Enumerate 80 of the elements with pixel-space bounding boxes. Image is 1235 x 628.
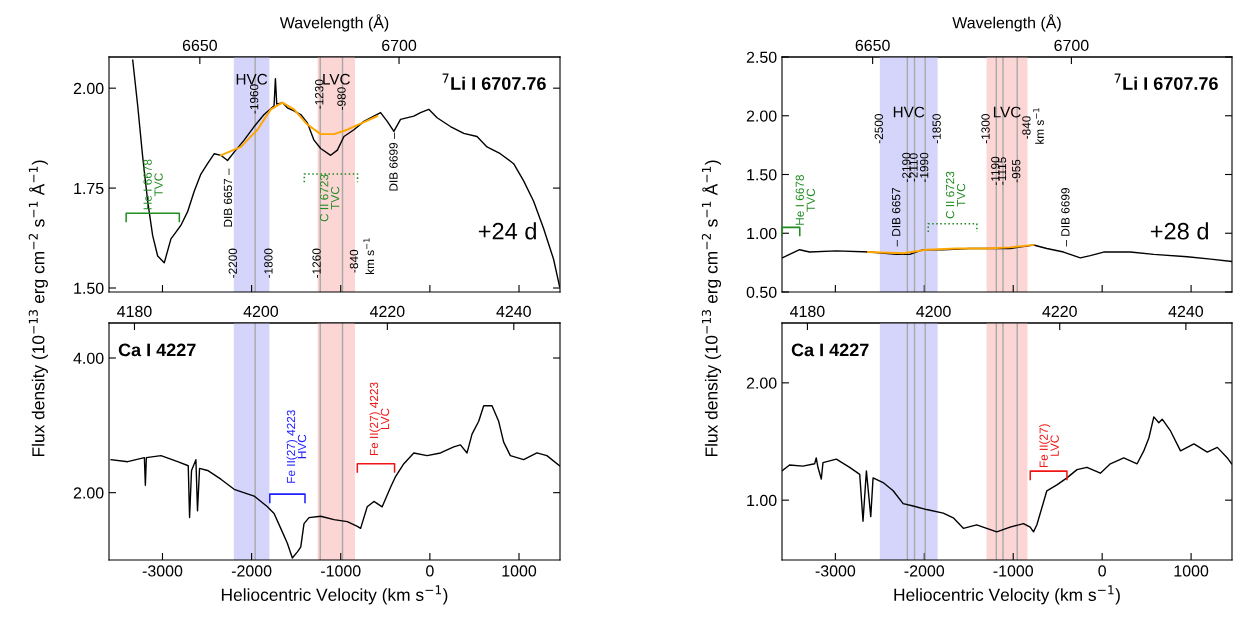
y-tick-label: 1.00 — [747, 227, 777, 240]
annotation: +28 d — [1150, 222, 1208, 240]
annotation: -840 — [349, 249, 359, 273]
text: Flux density (10$^{−13}$ erg cm$^{−2}$ s$^{−1}$ Å$^{−1}$) — [701, 160, 722, 457]
x2-tick-label: 4240 — [1168, 305, 1204, 318]
x-tick-label: -2000 — [231, 565, 272, 577]
annotation: He I 6678 TVC — [143, 159, 163, 210]
band-label: LVC — [993, 106, 1021, 118]
y-tick-label: 4.00 — [73, 352, 104, 364]
annotation: He I 6678 TVC — [795, 175, 815, 225]
x2-tick-label: 4240 — [496, 305, 531, 318]
annotation: -955 — [1012, 159, 1021, 183]
text: $^{7}$Li I 6707.76 — [1114, 73, 1218, 90]
annotation: – DIB 6699 — [1061, 188, 1070, 247]
y-tick-label: 1.75 — [74, 182, 104, 195]
x2-tick-label: 6650 — [182, 39, 217, 52]
text: Ca I 4227 — [791, 343, 869, 357]
text: Ca I 4227 — [118, 343, 196, 357]
band-label: LVC — [323, 73, 350, 85]
annotation: -1800 — [264, 248, 273, 278]
x2-tick-label: 4200 — [243, 305, 279, 318]
annotation: DIB 6699 – — [389, 132, 398, 191]
annotation: -1990 — [919, 152, 929, 183]
annotation: -1230 — [315, 79, 324, 109]
y-tick-label: 2.00 — [746, 110, 777, 122]
annotation: Fe II(27) 4223 HVC — [286, 410, 307, 483]
annotation: -2500 — [874, 114, 883, 144]
x-axis-title: Heliocentric Velocity (km s$^{−1}$) — [221, 585, 448, 605]
x2-axis-title: Wavelength (Å) — [952, 14, 1061, 32]
y-tick-label: 1.50 — [747, 169, 777, 181]
x-tick-label: -1000 — [321, 565, 361, 577]
y-tick-label: 2.00 — [73, 487, 104, 499]
x2-tick-label: 6700 — [1054, 39, 1089, 52]
annotation: -1300 — [981, 114, 990, 144]
x2-axis-title: Wavelength (Å) — [279, 14, 389, 32]
y-tick-label: 2.00 — [746, 377, 777, 389]
y-tick-label: 1.00 — [747, 494, 777, 507]
annotation: -1960 — [249, 84, 259, 114]
y-tick-label: 1.50 — [74, 282, 104, 294]
annotation: C II 6723 TVC — [319, 174, 340, 222]
text: Flux density (10$^{−13}$ erg cm$^{−2}$ s$^{−1}$ Å$^{−1}$) — [28, 160, 48, 457]
annotation: Fe II(27) 4223 LVC — [369, 382, 390, 456]
annotation: -980 — [337, 87, 346, 110]
annotation: -1850 — [932, 114, 941, 144]
x2-tick-label: 4220 — [369, 305, 405, 318]
x2-tick-label: 4180 — [117, 305, 152, 318]
annotation: DIB 6657 – — [223, 168, 233, 227]
annotation: -840 — [1022, 116, 1031, 139]
annotation: C II 6723 TVC — [945, 171, 966, 219]
x2-tick-label: 6650 — [855, 39, 890, 52]
x-tick-label: -3000 — [815, 565, 856, 577]
annotation: km s$^{−1}$ — [1033, 108, 1044, 144]
x2-tick-label: 4180 — [790, 305, 825, 318]
annotation: -1190 — [991, 156, 1000, 186]
annotation: -2200 — [228, 248, 237, 278]
x-tick-label: 0 — [426, 565, 434, 577]
annotation: -1115 — [997, 157, 1007, 185]
annotation: – DIB 6657 — [892, 188, 901, 247]
x2-tick-label: 4200 — [916, 305, 951, 318]
annotation: -2110 — [909, 153, 918, 182]
annotation: -1260 — [312, 248, 321, 278]
annotation: Fe II(27) LVC — [1039, 424, 1059, 468]
x-tick-label: -3000 — [142, 565, 183, 577]
x-tick-label: -2000 — [904, 565, 945, 577]
annotation: -2190 — [902, 152, 911, 183]
text: $^{7}$Li I 6707.76 — [442, 73, 546, 90]
annotation: +24 d — [478, 222, 536, 240]
annotation: km s$^{−1}$ — [363, 238, 375, 275]
x2-tick-label: 4220 — [1042, 305, 1077, 318]
x-tick-label: 0 — [1098, 565, 1106, 577]
y-tick-label: 2.50 — [746, 51, 777, 63]
x-tick-label: 1000 — [1174, 565, 1209, 577]
x-tick-label: 1000 — [502, 565, 537, 577]
band-label: HVC — [893, 106, 925, 118]
x2-tick-label: 6700 — [382, 39, 417, 52]
x-axis-title: Heliocentric Velocity (km s$^{−1}$) — [894, 585, 1120, 605]
y-tick-label: 0.50 — [746, 286, 777, 298]
y-tick-label: 2.00 — [73, 82, 104, 95]
band-label: HVC — [236, 73, 268, 85]
x-tick-label: -1000 — [993, 565, 1034, 577]
